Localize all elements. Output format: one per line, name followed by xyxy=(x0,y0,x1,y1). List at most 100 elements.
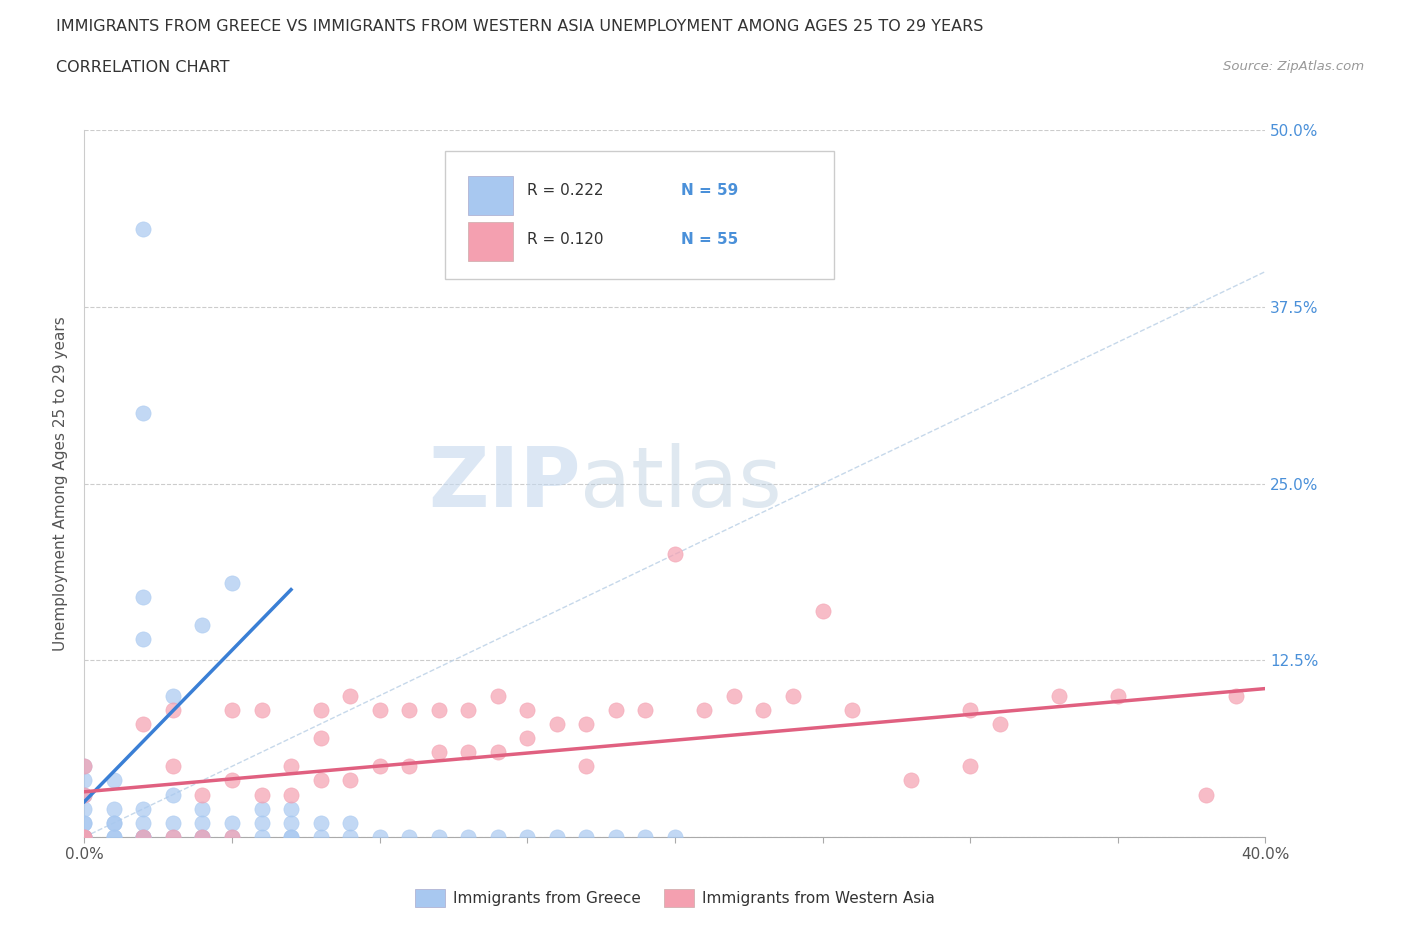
Point xyxy=(280,816,302,830)
Point xyxy=(73,830,96,844)
FancyBboxPatch shape xyxy=(468,176,513,215)
Point xyxy=(73,830,96,844)
Point xyxy=(900,773,922,788)
Point xyxy=(221,575,243,590)
Text: IMMIGRANTS FROM GREECE VS IMMIGRANTS FROM WESTERN ASIA UNEMPLOYMENT AMONG AGES 2: IMMIGRANTS FROM GREECE VS IMMIGRANTS FRO… xyxy=(56,19,984,33)
Point xyxy=(132,830,155,844)
Point xyxy=(693,702,716,717)
Point xyxy=(368,759,391,774)
Point xyxy=(339,773,361,788)
Legend: Immigrants from Greece, Immigrants from Western Asia: Immigrants from Greece, Immigrants from … xyxy=(409,884,941,913)
Point xyxy=(1047,688,1070,703)
Point xyxy=(309,731,332,746)
Point xyxy=(73,816,96,830)
Point xyxy=(250,702,273,717)
Point xyxy=(191,830,214,844)
Point xyxy=(280,802,302,817)
Point xyxy=(73,830,96,844)
Point xyxy=(486,745,509,760)
Point xyxy=(605,702,627,717)
Text: R = 0.222: R = 0.222 xyxy=(527,183,603,198)
Point xyxy=(309,816,332,830)
Text: Source: ZipAtlas.com: Source: ZipAtlas.com xyxy=(1223,60,1364,73)
Point xyxy=(73,759,96,774)
Point xyxy=(605,830,627,844)
Point xyxy=(73,773,96,788)
Point xyxy=(546,716,568,731)
Point xyxy=(309,702,332,717)
Point xyxy=(221,702,243,717)
Point xyxy=(73,830,96,844)
Point xyxy=(162,816,184,830)
Point xyxy=(664,547,686,562)
Point xyxy=(723,688,745,703)
Point xyxy=(516,702,538,717)
Point xyxy=(103,830,125,844)
Point xyxy=(191,816,214,830)
Text: atlas: atlas xyxy=(581,443,782,525)
Point xyxy=(368,830,391,844)
Point xyxy=(339,688,361,703)
Point xyxy=(132,816,155,830)
Point xyxy=(250,787,273,802)
Point xyxy=(368,702,391,717)
Point xyxy=(132,830,155,844)
Point xyxy=(634,830,657,844)
Point xyxy=(103,816,125,830)
Point xyxy=(221,830,243,844)
Point xyxy=(634,702,657,717)
Point xyxy=(103,816,125,830)
Point xyxy=(427,830,450,844)
Point xyxy=(516,731,538,746)
Point xyxy=(103,773,125,788)
Point xyxy=(988,716,1011,731)
Point xyxy=(280,830,302,844)
Point xyxy=(398,830,420,844)
Point xyxy=(1225,688,1247,703)
Point xyxy=(457,745,479,760)
Point xyxy=(575,759,598,774)
Point xyxy=(191,618,214,632)
Point xyxy=(664,830,686,844)
Point xyxy=(162,787,184,802)
Point xyxy=(132,631,155,646)
Point xyxy=(162,830,184,844)
Point xyxy=(250,830,273,844)
Point xyxy=(132,802,155,817)
Point xyxy=(280,787,302,802)
Point xyxy=(575,830,598,844)
Point xyxy=(309,773,332,788)
Point xyxy=(339,816,361,830)
Point xyxy=(191,802,214,817)
Point xyxy=(132,405,155,420)
Point xyxy=(516,830,538,844)
Point xyxy=(959,702,981,717)
Point xyxy=(73,802,96,817)
Point xyxy=(250,802,273,817)
Point xyxy=(221,773,243,788)
Point xyxy=(73,816,96,830)
Point xyxy=(132,590,155,604)
Point xyxy=(486,830,509,844)
FancyBboxPatch shape xyxy=(444,152,834,279)
Point xyxy=(221,816,243,830)
Point xyxy=(427,745,450,760)
Text: R = 0.120: R = 0.120 xyxy=(527,232,603,247)
Point xyxy=(575,716,598,731)
Point xyxy=(162,830,184,844)
Point xyxy=(841,702,863,717)
Point xyxy=(132,830,155,844)
Point xyxy=(191,830,214,844)
Text: CORRELATION CHART: CORRELATION CHART xyxy=(56,60,229,75)
Point xyxy=(959,759,981,774)
Point xyxy=(73,759,96,774)
Point xyxy=(309,830,332,844)
Text: N = 55: N = 55 xyxy=(681,232,738,247)
Point xyxy=(280,759,302,774)
Point xyxy=(132,716,155,731)
Point xyxy=(162,688,184,703)
Text: N = 59: N = 59 xyxy=(681,183,738,198)
Point xyxy=(457,830,479,844)
Point xyxy=(132,221,155,236)
Point xyxy=(73,787,96,802)
